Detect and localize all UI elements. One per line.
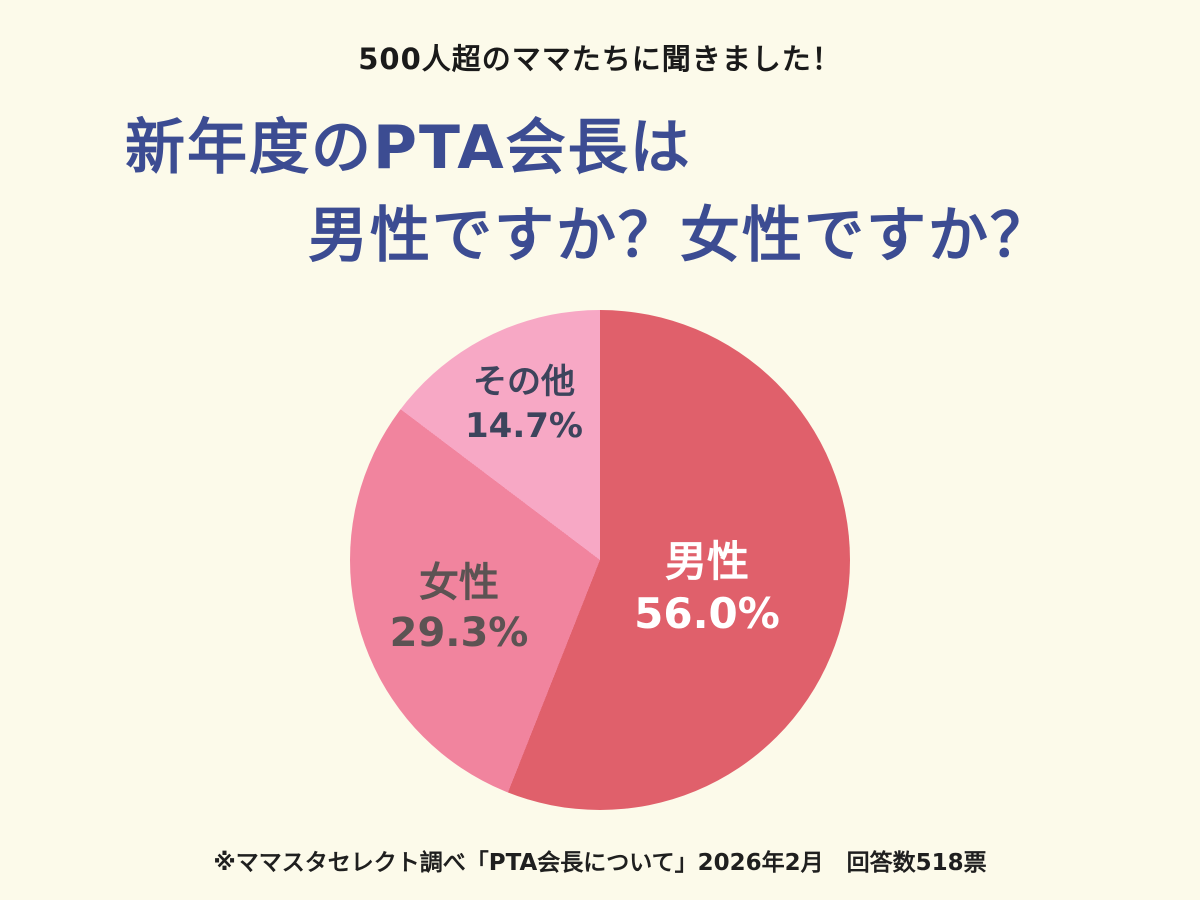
pie-label-other: その他 14.7% [465, 363, 583, 445]
survey-subtitle: 500人超のママたちに聞きました！ [358, 42, 842, 76]
page-title-line-1: 新年度のPTA会長は [125, 113, 692, 183]
page-title: 新年度のPTA会長は 男性ですか？女性ですか？ [0, 104, 1200, 280]
pie-label-other-value: 14.7% [465, 406, 583, 446]
pie-label-male: 男性 56.0% [634, 539, 780, 637]
pie-chart [350, 310, 850, 810]
page-title-line-2: 男性ですか？女性ですか？ [308, 201, 1052, 271]
pie-label-female-name: 女性 [419, 560, 499, 606]
source-note: ※ママスタセレクト調べ「PTA会長について」2026年2月 回答数518票 [213, 850, 987, 876]
pie-label-female-value: 29.3% [389, 610, 529, 656]
pie-label-male-value: 56.0% [634, 589, 780, 638]
pie-label-male-name: 男性 [664, 537, 749, 586]
pie-label-female: 女性 29.3% [390, 561, 529, 655]
pie-label-other-name: その他 [473, 362, 575, 402]
